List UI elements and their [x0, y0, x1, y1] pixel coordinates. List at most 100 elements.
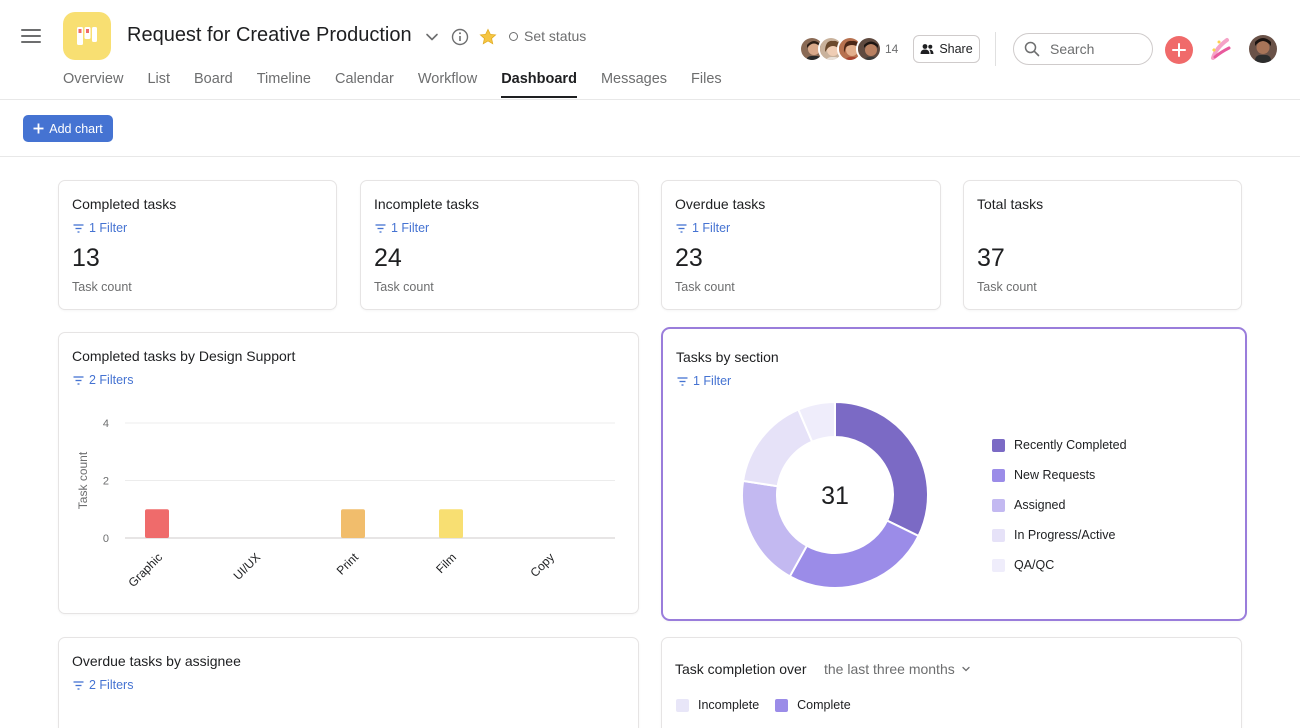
card-title: Overdue tasks by assignee — [72, 653, 241, 669]
add-chart-button[interactable]: Add chart — [23, 115, 113, 142]
stat-card-incomplete[interactable]: Incomplete tasks 1 Filter 24 Task count — [360, 180, 639, 310]
donut-slice[interactable] — [797, 400, 836, 444]
legend-label: New Requests — [1014, 468, 1096, 482]
y-tick-label: 2 — [103, 476, 109, 488]
tab-dashboard[interactable]: Dashboard — [501, 71, 577, 98]
task-count-value: 23 — [675, 244, 703, 272]
project-tabs: Overview List Board Timeline Calendar Wo… — [63, 71, 746, 98]
filter-icon — [73, 375, 84, 385]
filter-link[interactable]: 2 Filters — [73, 678, 133, 692]
search-input[interactable]: Search — [1013, 33, 1153, 65]
donut-slice[interactable] — [741, 479, 809, 578]
filter-label: 2 Filters — [89, 373, 134, 387]
chevron-down-icon[interactable] — [421, 26, 443, 48]
header-divider — [995, 32, 996, 66]
task-count-label: Task count — [374, 280, 434, 294]
bar[interactable] — [439, 509, 463, 538]
tab-overview[interactable]: Overview — [63, 71, 124, 87]
legend-item: Recently Completed — [992, 430, 1127, 460]
filter-label: 1 Filter — [391, 221, 430, 235]
chart-card-design-support[interactable]: Completed tasks by Design Support 2 Filt… — [58, 332, 639, 614]
board-icon — [77, 27, 97, 45]
task-count-label: Task count — [72, 280, 132, 294]
set-status-label: Set status — [524, 28, 587, 44]
tab-calendar[interactable]: Calendar — [334, 71, 394, 87]
time-range-dropdown[interactable]: the last three months — [824, 661, 971, 677]
filter-icon — [676, 223, 687, 233]
project-header: Request for Creative Production Set stat… — [0, 0, 1300, 100]
filter-link[interactable]: 1 Filter — [73, 221, 127, 235]
circle-icon — [509, 31, 518, 41]
stat-card-overdue[interactable]: Overdue tasks 1 Filter 23 Task count — [661, 180, 941, 310]
y-axis-label: Task count — [76, 451, 90, 509]
card-title: Completed tasks — [72, 196, 177, 212]
legend-label: In Progress/Active — [1014, 528, 1116, 542]
tab-files[interactable]: Files — [691, 71, 722, 87]
card-title: Completed tasks by Design Support — [72, 348, 296, 364]
filter-label: 1 Filter — [693, 374, 732, 388]
filter-label: 1 Filter — [692, 221, 731, 235]
legend-swatch — [775, 698, 789, 712]
project-title[interactable]: Request for Creative Production — [127, 24, 412, 46]
hamburger-icon[interactable] — [20, 26, 42, 48]
tab-messages[interactable]: Messages — [600, 71, 668, 87]
plus-icon — [33, 123, 44, 134]
donut-slice[interactable] — [834, 400, 929, 538]
add-chart-label: Add chart — [49, 121, 103, 136]
card-title: Task completion over — [675, 661, 807, 677]
filter-label: 2 Filters — [89, 678, 134, 692]
share-label: Share — [939, 42, 973, 56]
bar[interactable] — [145, 509, 169, 538]
set-status-button[interactable]: Set status — [509, 28, 586, 44]
legend-item: Incomplete — [676, 697, 759, 713]
donut-slice[interactable] — [788, 519, 920, 589]
legend-swatch — [992, 468, 1005, 482]
legend-swatch — [992, 498, 1005, 512]
card-title: Overdue tasks — [675, 196, 766, 212]
share-button[interactable]: Share — [913, 35, 980, 63]
tab-list[interactable]: List — [147, 71, 171, 87]
x-tick-label: Print — [334, 550, 362, 578]
card-title: Tasks by section — [676, 349, 779, 365]
chart-card-overdue-by-assignee[interactable]: Overdue tasks by assignee 2 Filters — [58, 637, 639, 728]
task-count-value: 24 — [374, 244, 402, 272]
user-avatar[interactable] — [1249, 35, 1277, 63]
filter-link[interactable]: 1 Filter — [677, 374, 731, 388]
chart-card-task-completion[interactable]: Task completion over the last three mont… — [661, 637, 1242, 728]
x-tick-label: Graphic — [126, 550, 166, 590]
chart-legend: Incomplete Complete — [676, 697, 851, 713]
time-range-label: the last three months — [824, 661, 955, 677]
chart-card-tasks-by-section[interactable]: Tasks by section 1 Filter 31 Recently Co… — [661, 327, 1247, 621]
donut-slice[interactable] — [741, 408, 814, 488]
task-count-value: 13 — [72, 244, 100, 272]
legend-label: Recently Completed — [1014, 438, 1127, 452]
bar[interactable] — [341, 509, 365, 538]
plus-icon — [1172, 43, 1186, 57]
info-icon[interactable] — [449, 26, 471, 48]
star-icon[interactable] — [477, 26, 499, 48]
tab-timeline[interactable]: Timeline — [256, 71, 311, 87]
legend-swatch — [992, 438, 1005, 452]
y-tick-label: 0 — [103, 533, 109, 545]
filter-label: 1 Filter — [89, 221, 128, 235]
stat-card-completed[interactable]: Completed tasks 1 Filter 13 Task count — [58, 180, 337, 310]
filter-icon — [73, 680, 84, 690]
task-count-label: Task count — [977, 280, 1037, 294]
filter-link[interactable]: 2 Filters — [73, 373, 133, 387]
project-icon[interactable] — [63, 12, 111, 60]
legend-label: Assigned — [1014, 498, 1066, 512]
avatar — [856, 36, 882, 62]
bar-chart: 0 2 4 Task count Graphic UI/UX Print Film Copy — [76, 418, 615, 590]
filter-icon — [677, 376, 688, 386]
donut-chart: 31 — [741, 400, 929, 589]
filter-link[interactable]: 1 Filter — [676, 221, 730, 235]
tab-board[interactable]: Board — [194, 71, 233, 87]
legend-label: QA/QC — [1014, 558, 1055, 572]
tab-workflow[interactable]: Workflow — [417, 71, 478, 87]
stat-card-total[interactable]: Total tasks 37 Task count — [963, 180, 1242, 310]
create-button[interactable] — [1165, 36, 1193, 64]
ai-sparkle-icon[interactable] — [1207, 36, 1233, 62]
member-avatars[interactable]: 14 — [799, 36, 898, 62]
donut-center-value: 31 — [821, 482, 849, 510]
filter-link[interactable]: 1 Filter — [375, 221, 429, 235]
